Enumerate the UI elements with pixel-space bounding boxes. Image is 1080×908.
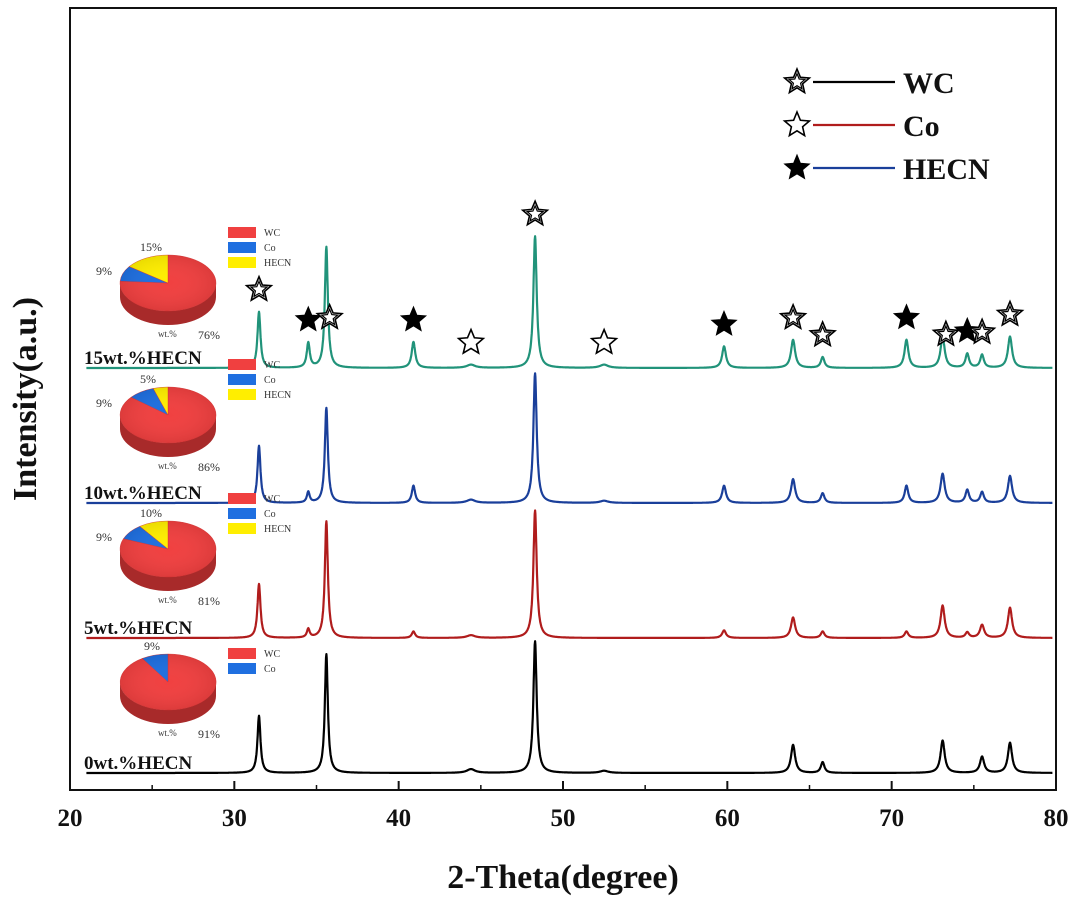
x-tick-label: 60: [715, 805, 740, 832]
hecn-star-icon: [892, 303, 921, 330]
pie-legend-swatch: [228, 359, 256, 370]
pie-legend-label: HECN: [264, 258, 291, 269]
pie-label-wc: 81%: [198, 594, 220, 608]
wc-star-icon: [808, 319, 837, 348]
pie-shade: [120, 521, 216, 577]
pie-legend-label: Co: [264, 243, 276, 254]
pie-label-hecn: 10%: [140, 506, 162, 520]
pie-legend-label: HECN: [264, 524, 291, 535]
pie-side: [120, 415, 216, 457]
x-tick-label: 30: [222, 805, 247, 832]
series-label: 0wt.%HECN: [84, 753, 192, 774]
co-star-icon: [782, 109, 812, 138]
pie-unit-label: wt.%: [158, 595, 177, 605]
series-line-0: [85, 640, 1054, 775]
pie-side: [120, 682, 216, 724]
pie-legend-label: WC: [264, 228, 280, 239]
pie-unit-label: wt.%: [158, 329, 177, 339]
x-tick-label: 40: [386, 805, 411, 832]
legend-entry: WC: [782, 66, 955, 100]
legend-entry: Co: [782, 109, 940, 143]
pie-side: [120, 283, 216, 325]
pie-legend-swatch: [228, 648, 256, 659]
wc-star-icon: [995, 299, 1025, 327]
pie-legend-swatch: [228, 663, 256, 674]
wc-star-icon: [931, 319, 961, 347]
hecn-star-icon: [783, 153, 811, 180]
wc-star-icon: [244, 274, 274, 302]
pie-label-hecn: 5%: [140, 372, 156, 386]
pie-label-co: 9%: [144, 639, 160, 653]
composition-pie: 81% 9% 10% wt.% WC Co HECN: [96, 493, 291, 608]
composition-pies: 91% 9% wt.% WC Co 81% 9% 10% wt.% WC Co HECN 86% 9% 5%…: [96, 227, 291, 741]
pie-legend-label: Co: [264, 509, 276, 520]
pie-label-co: 9%: [96, 264, 112, 278]
y-axis-title: Intensity(a.u.): [7, 297, 44, 501]
composition-pie: 91% 9% wt.% WC Co: [119, 639, 280, 741]
pie-label-co: 9%: [96, 396, 112, 410]
pie-shade: [120, 387, 216, 443]
composition-pie: 76% 9% 15% wt.% WC Co HECN: [96, 227, 291, 342]
pie-legend-label: WC: [264, 494, 280, 505]
legend-label: Co: [903, 110, 940, 143]
x-tick-label: 50: [551, 805, 576, 832]
x-axis: 20 30 40 50 60 70 80: [58, 781, 1069, 832]
legend: WC Co HECN: [782, 66, 990, 186]
pie-unit-label: wt.%: [158, 728, 177, 738]
pie-label-hecn: 15%: [140, 240, 162, 254]
co-star-icon: [589, 327, 619, 355]
pie-legend-swatch: [228, 227, 256, 238]
pie-shade: [120, 654, 216, 710]
pie-side: [120, 549, 216, 591]
x-tick-label: 80: [1044, 805, 1069, 832]
pie-legend-label: HECN: [264, 390, 291, 401]
x-axis-title: 2-Theta(degree): [447, 859, 679, 896]
legend-entry: HECN: [783, 153, 990, 186]
pie-legend-label: Co: [264, 375, 276, 386]
wc-star-icon: [778, 302, 808, 331]
series-line-1: [85, 509, 1054, 640]
x-tick-label: 20: [58, 805, 83, 832]
pie-legend-label: WC: [264, 360, 280, 371]
x-tick-label: 70: [879, 805, 904, 832]
wc-star-icon: [967, 317, 997, 345]
pie-shade: [120, 255, 216, 311]
pie-label-wc: 91%: [198, 727, 220, 741]
pattern-lines: 0wt.%HECN 5wt.%HECN 10wt.%HECN 15wt.%HECN: [84, 235, 1054, 775]
series-label: 10wt.%HECN: [84, 483, 202, 504]
series-label: 15wt.%HECN: [84, 348, 202, 369]
pie-label-co: 9%: [96, 530, 112, 544]
legend-label: HECN: [903, 153, 990, 186]
pie-unit-label: wt.%: [158, 461, 177, 471]
pie-label-wc: 86%: [198, 460, 220, 474]
hecn-star-icon: [294, 305, 322, 332]
wc-star-icon: [315, 302, 344, 330]
pie-label-wc: 76%: [198, 328, 220, 342]
pie-legend-swatch: [228, 493, 256, 504]
hecn-star-icon: [399, 305, 428, 332]
series-label: 5wt.%HECN: [84, 618, 192, 639]
pie-legend-label: WC: [264, 649, 280, 660]
pie-legend-swatch: [228, 374, 256, 385]
wc-star-icon: [520, 199, 550, 227]
composition-pie: 86% 9% 5% wt.% WC Co HECN: [96, 359, 291, 474]
legend-label: WC: [903, 67, 955, 100]
pie-legend-swatch: [228, 389, 256, 400]
co-star-icon: [456, 327, 486, 355]
phase-markers: [244, 199, 1025, 355]
pie-legend-swatch: [228, 523, 256, 534]
wc-star-icon: [782, 66, 812, 95]
hecn-star-icon: [710, 309, 738, 336]
pie-legend-label: Co: [264, 664, 276, 675]
pie-legend-swatch: [228, 257, 256, 268]
pie-legend-swatch: [228, 242, 256, 253]
pie-legend-swatch: [228, 508, 256, 519]
